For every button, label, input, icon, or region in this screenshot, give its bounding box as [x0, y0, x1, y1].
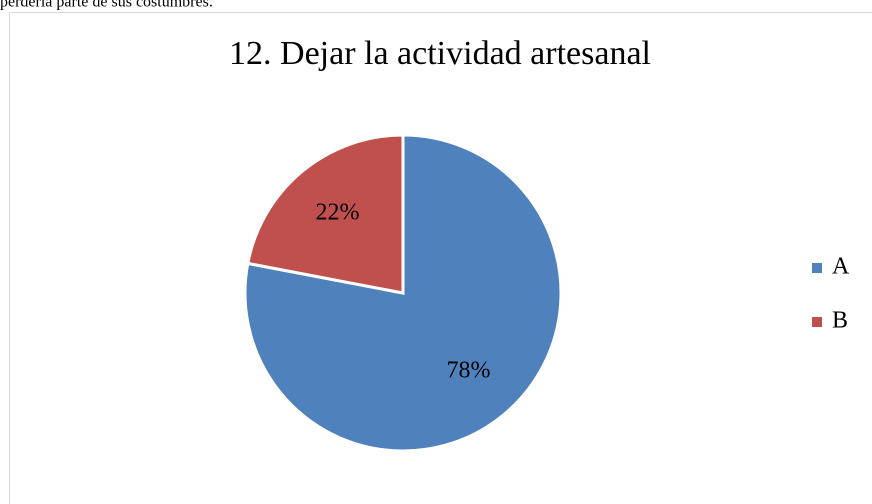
pie-slice: [243, 133, 563, 453]
legend-label: A: [832, 254, 850, 280]
legend-label: B: [832, 308, 848, 334]
chart-title: 12. Dejar la actividad artesanal: [229, 35, 651, 72]
data-label: 22%: [316, 199, 360, 225]
legend-swatch: [812, 263, 822, 273]
document-text: perdería parte de sus costumbres.: [0, 0, 213, 11]
data-label: 78%: [446, 358, 490, 384]
legend-swatch: [812, 317, 822, 327]
pie-slice: [246, 133, 405, 295]
